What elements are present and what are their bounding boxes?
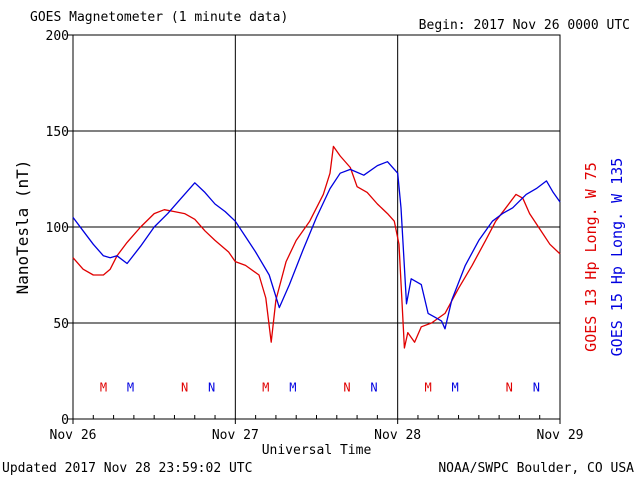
annotation-marker: M — [289, 380, 296, 394]
legend-entry: GOES 15 Hp Long. W 135 — [608, 158, 626, 357]
begin-time: Begin: 2017 Nov 26 0000 UTC — [418, 18, 630, 33]
x-tick-label: Nov 26 — [50, 428, 97, 443]
annotation-marker: N — [343, 380, 350, 394]
y-tick-label: 200 — [46, 29, 69, 44]
annotation-marker: M — [100, 380, 107, 394]
annotation-marker: M — [424, 380, 431, 394]
y-tick-label: 100 — [46, 221, 69, 236]
annotation-marker: M — [452, 380, 459, 394]
legend-entry: GOES 13 Hp Long. W 75 — [582, 162, 600, 352]
y-tick-label: 50 — [53, 317, 69, 332]
y-tick-label: 150 — [46, 125, 69, 140]
annotation-marker: N — [506, 380, 513, 394]
annotation-marker: N — [533, 380, 540, 394]
source-credit: NOAA/SWPC Boulder, CO USA — [438, 461, 634, 476]
x-axis-label: Universal Time — [262, 443, 372, 458]
annotation-marker: M — [127, 380, 134, 394]
x-tick-label: Nov 28 — [374, 428, 421, 443]
annotation-marker: M — [262, 380, 269, 394]
updated-timestamp: Updated 2017 Nov 28 23:59:02 UTC — [2, 461, 253, 476]
series-line-goes13 — [72, 145, 561, 349]
annotation-marker: N — [370, 380, 377, 394]
annotation-marker: N — [208, 380, 215, 394]
annotation-marker: N — [181, 380, 188, 394]
series-line-goes15 — [72, 161, 561, 330]
y-tick-label: 0 — [61, 413, 69, 428]
x-tick-label: Nov 29 — [537, 428, 584, 443]
x-tick-label: Nov 27 — [212, 428, 259, 443]
chart-title: GOES Magnetometer (1 minute data) — [30, 10, 289, 25]
y-axis-label: NanoTesla (nT) — [13, 160, 32, 295]
